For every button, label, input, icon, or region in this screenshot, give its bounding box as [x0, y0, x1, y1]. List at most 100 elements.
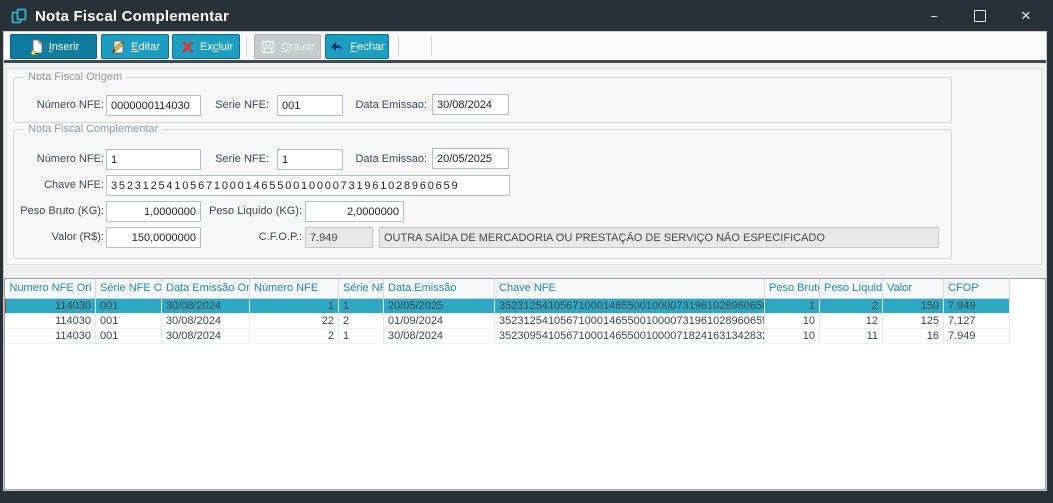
comp-valor-field[interactable]: [106, 227, 201, 248]
origem-serie-nfe-label: Serie NFE:: [215, 99, 269, 111]
cell[interactable]: 2: [249, 328, 339, 344]
grid-header-row: Numero NFE Ori Série NFE Ori Data Emissã…: [5, 279, 1010, 299]
undo-arrow-icon: [331, 41, 343, 51]
cell[interactable]: 7.949: [943, 297, 1010, 314]
cell[interactable]: 1: [338, 297, 384, 314]
col-header-peso-bruto[interactable]: Peso Bruto: [764, 279, 820, 299]
cell[interactable]: 2: [338, 313, 384, 329]
cell[interactable]: 10: [764, 313, 820, 329]
groupbox-nota-fiscal-origem: Nota Fiscal Origem: [13, 71, 952, 123]
comp-chave-nfe-field[interactable]: [106, 175, 510, 196]
comp-numero-nfe-field[interactable]: [106, 149, 201, 170]
col-header-data-emissao-ori[interactable]: Data Emissão Ori: [161, 279, 250, 299]
cell[interactable]: 30/08/2024: [161, 328, 250, 344]
origem-numero-nfe-field[interactable]: [106, 95, 201, 116]
cell[interactable]: 001: [95, 297, 162, 314]
cell[interactable]: 114030: [5, 313, 96, 329]
comp-cfop-description-field: [379, 227, 939, 248]
origem-data-emissao-label: Data Emissao:: [355, 99, 427, 111]
editar-button[interactable]: Editar: [101, 34, 169, 59]
inserir-button[interactable]: Inserir: [10, 34, 97, 59]
cell[interactable]: 22: [249, 313, 339, 329]
cell[interactable]: 001: [95, 313, 162, 329]
comp-cfop-label: C.F.O.P.:: [258, 231, 302, 243]
toolbar-separator: [431, 36, 432, 57]
cell[interactable]: 30/08/2024: [161, 297, 250, 314]
cell[interactable]: 3523095410567100014655001000071824163134…: [494, 328, 765, 344]
cell[interactable]: 12: [819, 313, 883, 329]
new-document-icon: [30, 39, 43, 55]
cell[interactable]: 114030: [5, 297, 96, 314]
cell[interactable]: 1: [764, 297, 820, 314]
origem-data-emissao-field[interactable]: [432, 94, 509, 115]
edit-document-icon: [111, 40, 125, 54]
groupbox-complementar-legend: Nota Fiscal Complementar: [24, 123, 163, 135]
col-header-chave-nfe[interactable]: Chave NFE: [494, 279, 765, 299]
col-header-numero-nfe[interactable]: Número NFE: [249, 279, 339, 299]
comp-peso-liquido-field[interactable]: [305, 201, 404, 222]
window-controls: − ✕: [911, 0, 1049, 32]
table-row[interactable]: 114030 001 30/08/2024 22 2 01/09/2024 35…: [5, 313, 1010, 329]
col-header-peso-liquido[interactable]: Peso Líquido: [819, 279, 883, 299]
title-bar: Nota Fiscal Complementar − ✕: [0, 0, 1053, 32]
cell[interactable]: 125: [882, 313, 944, 329]
cell[interactable]: 2: [819, 297, 883, 314]
cell[interactable]: 7.127: [943, 313, 1010, 329]
cell[interactable]: 3523125410567100014655001000073196102896…: [494, 313, 765, 329]
comp-data-emissao-field[interactable]: [432, 148, 509, 169]
table-row[interactable]: 114030 001 30/08/2024 2 1 30/08/2024 352…: [5, 328, 1010, 344]
origem-serie-nfe-field[interactable]: [277, 95, 343, 116]
cell[interactable]: 20/05/2025: [383, 297, 495, 314]
maximize-icon: [974, 10, 986, 22]
cell[interactable]: 30/08/2024: [161, 313, 250, 329]
col-header-data-emissao[interactable]: Data Emissão: [383, 279, 495, 299]
form-panel: Nota Fiscal Origem Número NFE: Serie NFE…: [6, 68, 1042, 265]
groupbox-nota-fiscal-complementar: Nota Fiscal Complementar: [13, 123, 952, 259]
gravar-button: Gravar: [254, 34, 321, 59]
data-grid: Numero NFE Ori Série NFE Ori Data Emissã…: [4, 278, 1046, 490]
comp-peso-liquido-label: Peso Liquido (KG):: [209, 205, 302, 217]
col-header-serie-nfe[interactable]: Série NFE: [338, 279, 384, 299]
cell[interactable]: 10: [764, 328, 820, 344]
cell[interactable]: 7.949: [943, 328, 1010, 344]
window-title: Nota Fiscal Complementar: [35, 7, 230, 25]
cell[interactable]: 01/09/2024: [383, 313, 495, 329]
delete-x-icon: [181, 40, 193, 53]
cell[interactable]: 1: [338, 328, 384, 344]
toolbar-separator: [246, 36, 247, 57]
cell[interactable]: 16: [882, 328, 944, 344]
comp-serie-nfe-field[interactable]: [277, 149, 343, 170]
cell[interactable]: 150: [882, 297, 944, 314]
save-floppy-icon: [261, 40, 275, 53]
cell[interactable]: 11: [819, 328, 883, 344]
fechar-button[interactable]: Fechar: [325, 34, 389, 59]
cell[interactable]: 1: [249, 297, 339, 314]
col-header-numero-nfe-ori[interactable]: Numero NFE Ori: [5, 279, 96, 299]
toolbar: Inserir Editar Excluir: [4, 32, 1046, 63]
comp-valor-label: Valor (R$):: [51, 231, 104, 243]
maximize-button[interactable]: [957, 0, 1003, 32]
comp-peso-bruto-label: Peso Bruto (KG):: [20, 205, 104, 217]
col-header-cfop[interactable]: CFOP: [943, 279, 1010, 299]
excluir-button[interactable]: Excluir: [172, 34, 240, 59]
minimize-button[interactable]: −: [930, 8, 938, 24]
cell[interactable]: 114030: [5, 328, 96, 344]
client-area: Inserir Editar Excluir: [3, 31, 1047, 491]
col-header-serie-nfe-ori[interactable]: Série NFE Ori: [95, 279, 162, 299]
comp-serie-nfe-label: Serie NFE:: [215, 153, 269, 165]
table-row-selected[interactable]: 114030 001 30/08/2024 1 1 20/05/2025 352…: [5, 297, 1010, 314]
comp-data-emissao-label: Data Emissao:: [355, 153, 427, 165]
cell[interactable]: 30/08/2024: [383, 328, 495, 344]
app-copy-pages-icon: [11, 8, 27, 24]
cell[interactable]: 3523125410567100014655001000073196102896…: [494, 297, 765, 314]
comp-cfop-field: [305, 227, 373, 248]
origem-numero-nfe-label: Número NFE:: [36, 99, 104, 111]
cell[interactable]: 001: [95, 328, 162, 344]
groupbox-origem-legend: Nota Fiscal Origem: [24, 71, 127, 83]
col-header-valor[interactable]: Valor: [882, 279, 944, 299]
toolbar-separator: [398, 36, 399, 57]
close-button[interactable]: ✕: [1020, 8, 1032, 23]
comp-chave-nfe-label: Chave NFE:: [44, 179, 104, 191]
comp-peso-bruto-field[interactable]: [106, 201, 201, 222]
